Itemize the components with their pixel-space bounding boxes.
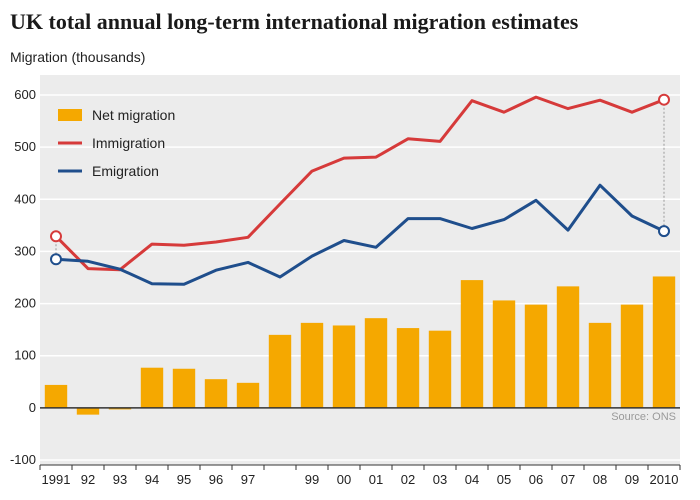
- bar-net-migration: [364, 318, 388, 408]
- y-tick-label: 100: [14, 348, 36, 363]
- y-tick-label: 0: [29, 400, 36, 415]
- x-tick-label: 2010: [650, 472, 679, 487]
- x-tick-label: 93: [113, 472, 127, 487]
- y-tick-label: 500: [14, 139, 36, 154]
- y-tick-label: 600: [14, 87, 36, 102]
- bar-net-migration: [236, 382, 260, 408]
- bar-net-migration: [524, 304, 548, 408]
- x-tick-label: 1991: [42, 472, 71, 487]
- source-note: Source: ONS: [611, 411, 676, 423]
- x-tick-label: 02: [401, 472, 415, 487]
- x-tick-label: 94: [145, 472, 159, 487]
- x-tick-label: 01: [369, 472, 383, 487]
- line-emigration-endpoint-marker: [50, 253, 62, 266]
- x-tick-label: 09: [625, 472, 639, 487]
- line-emigration: [54, 183, 666, 286]
- x-tick-label: 99: [305, 472, 319, 487]
- x-tick-label: 92: [81, 472, 95, 487]
- bar-net-migration: [204, 379, 228, 408]
- line-emigration-endpoint-marker: [658, 225, 670, 238]
- bar-net-migration: [332, 325, 356, 408]
- line-immigration: [54, 95, 666, 272]
- legend-net-migration-swatch: [58, 109, 82, 121]
- bar-net-migration: [396, 328, 420, 408]
- y-tick-label: 400: [14, 191, 36, 206]
- bar-net-migration: [76, 407, 100, 415]
- bar-net-migration: [300, 322, 324, 408]
- x-tick-label: 97: [241, 472, 255, 487]
- y-tick-label: 300: [14, 243, 36, 258]
- x-tick-label: 04: [465, 472, 479, 487]
- bar-net-migration: [652, 276, 676, 408]
- bar-net-migration: [556, 286, 580, 408]
- x-tick-label: 03: [433, 472, 447, 487]
- y-axis-label: Migration (thousands): [10, 49, 146, 65]
- line-immigration-endpoint-marker: [50, 230, 62, 243]
- x-tick-label: 07: [561, 472, 575, 487]
- x-tick-label: 96: [209, 472, 223, 487]
- y-tick-label: 200: [14, 296, 36, 311]
- x-tick-label: 05: [497, 472, 511, 487]
- x-tick-label: 95: [177, 472, 191, 487]
- plot-background: [40, 75, 680, 465]
- bar-net-migration: [44, 384, 68, 408]
- bar-net-migration: [588, 322, 612, 408]
- x-tick-label: 00: [337, 472, 351, 487]
- bar-net-migration: [492, 300, 516, 408]
- legend-emigration-label: Emigration: [92, 163, 159, 179]
- y-tick-label: -100: [10, 452, 36, 467]
- x-tick-label: 06: [529, 472, 543, 487]
- bar-net-migration: [460, 280, 484, 408]
- x-tick-label: 08: [593, 472, 607, 487]
- bar-net-migration: [428, 330, 452, 408]
- line-immigration-endpoint-marker: [658, 93, 670, 106]
- bar-net-migration: [172, 368, 196, 408]
- bar-net-migration: [140, 367, 164, 408]
- bar-net-migration: [108, 407, 132, 410]
- chart-title: UK total annual long-term international …: [10, 9, 579, 34]
- bar-net-migration: [620, 304, 644, 408]
- legend-net-migration-label: Net migration: [92, 107, 175, 123]
- legend-immigration-label: Immigration: [92, 135, 165, 151]
- bar-net-migration: [268, 334, 292, 408]
